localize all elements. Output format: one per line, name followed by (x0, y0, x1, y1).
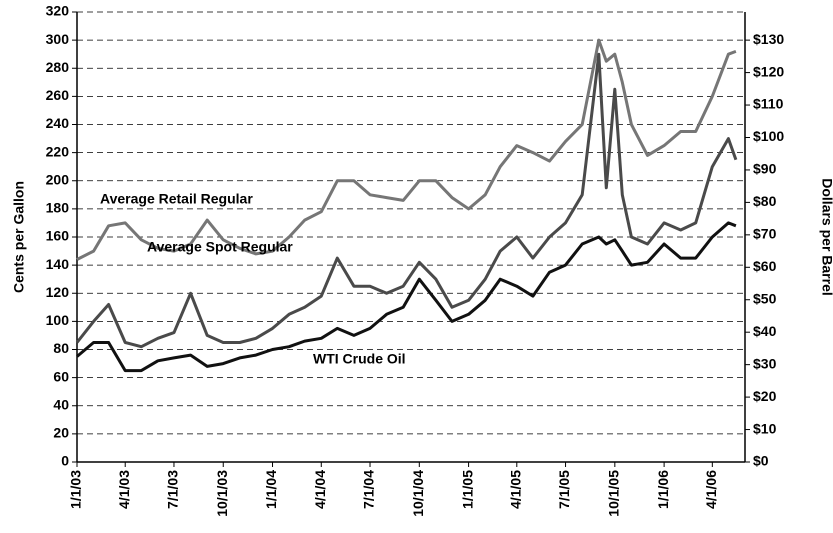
x-tick-label: 10/1/05 (606, 470, 622, 517)
series-label: Average Spot Regular (147, 239, 293, 255)
y2-tick-label: $120 (753, 63, 784, 79)
y2-tick-label: $90 (753, 161, 777, 177)
y2-tick-label: $110 (753, 96, 784, 112)
y-tick-label: 300 (46, 31, 70, 47)
series-label: WTI Crude Oil (313, 351, 406, 367)
x-tick-label: 1/1/03 (68, 470, 84, 509)
y2-axis-label: Dollars per Barrel (819, 178, 833, 296)
y-tick-label: 20 (53, 425, 69, 441)
y-tick-label: 200 (46, 171, 70, 187)
x-tick-label: 7/1/03 (165, 470, 181, 509)
y2-tick-label: $0 (753, 453, 769, 469)
x-tick-label: 1/1/04 (263, 470, 279, 509)
x-tick-label: 4/1/05 (508, 470, 524, 509)
x-tick-label: 1/1/06 (655, 470, 671, 509)
y-tick-label: 0 (61, 453, 69, 469)
y2-tick-label: $30 (753, 355, 777, 371)
x-tick-label: 4/1/04 (312, 470, 328, 509)
y2-tick-label: $60 (753, 258, 777, 274)
x-tick-label: 4/1/03 (116, 470, 132, 509)
x-tick-label: 10/1/04 (410, 470, 426, 517)
y-tick-label: 240 (46, 115, 70, 131)
x-tick-label: 7/1/05 (556, 470, 572, 509)
y2-tick-label: $40 (753, 323, 777, 339)
y-tick-label: 60 (53, 368, 69, 384)
y2-tick-label: $20 (753, 388, 777, 404)
y2-tick-label: $100 (753, 128, 784, 144)
x-tick-label: 10/1/03 (214, 470, 230, 517)
y2-tick-label: $80 (753, 193, 777, 209)
y-tick-label: 220 (46, 143, 70, 159)
series-label: Average Retail Regular (100, 191, 253, 207)
y-tick-label: 80 (53, 340, 69, 356)
y2-tick-label: $70 (753, 226, 777, 242)
series-line (76, 221, 737, 373)
y-tick-label: 160 (46, 228, 70, 244)
y-axis-label: Cents per Gallon (11, 181, 27, 293)
y-tick-label: 120 (46, 284, 70, 300)
y2-tick-label: $130 (753, 31, 784, 47)
x-tick-label: 1/1/05 (459, 470, 475, 509)
y-tick-label: 140 (46, 256, 70, 272)
series-line (75, 52, 738, 349)
x-tick-label: 4/1/06 (703, 470, 719, 509)
y2-tick-label: $50 (753, 290, 777, 306)
x-tick-label: 7/1/04 (361, 470, 377, 509)
y-tick-label: 40 (53, 396, 69, 412)
y-tick-label: 280 (46, 59, 70, 75)
y2-tick-label: $10 (753, 420, 777, 436)
y-tick-label: 180 (46, 200, 70, 216)
y-tick-label: 320 (46, 3, 70, 19)
y-tick-label: 260 (46, 87, 70, 103)
series-line (76, 38, 737, 261)
y-tick-label: 100 (46, 312, 70, 328)
